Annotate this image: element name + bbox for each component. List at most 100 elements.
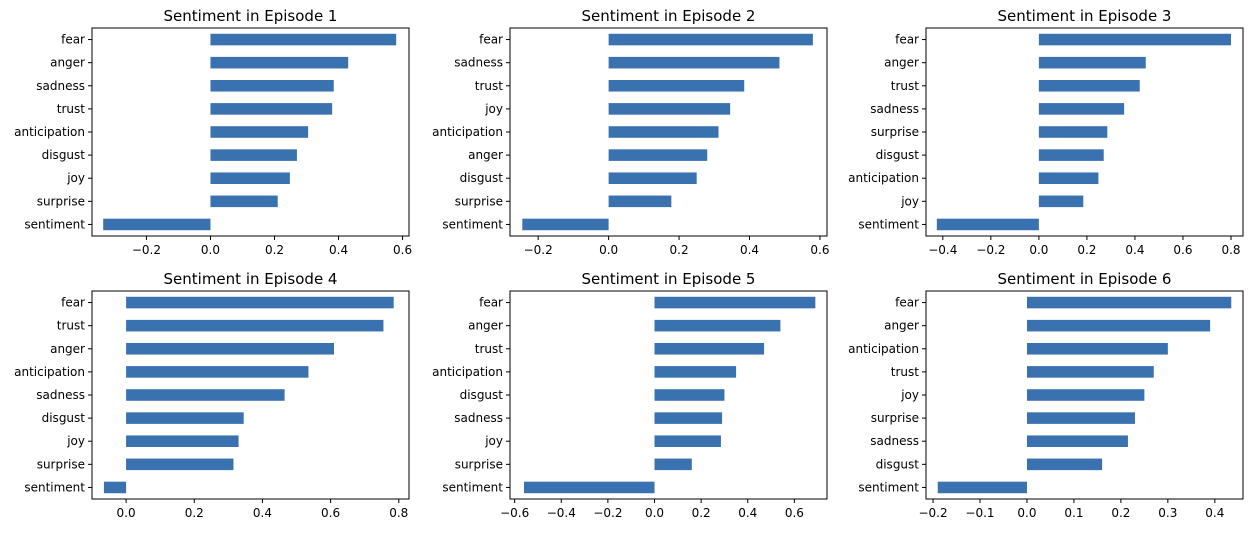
chart-panel-2: Sentiment in Episode 2 fear sadness trust jo… <box>432 7 829 257</box>
x-tick-label: 0.3 <box>1158 506 1177 520</box>
category-label: fear <box>895 296 919 310</box>
category-label: disgust <box>42 411 86 425</box>
x-tick-label: 0.6 <box>785 506 804 520</box>
bar-joy <box>608 103 731 115</box>
bar-sentiment <box>523 481 655 494</box>
chart-panel-4: Sentiment in Episode 4 fear trust anger anti… <box>14 270 410 520</box>
bar-trust <box>210 103 333 115</box>
category-label: sadness <box>36 388 85 402</box>
axes-frame <box>509 290 828 500</box>
category-label: disgust <box>460 388 504 402</box>
x-tick-label: 0.2 <box>1077 243 1096 257</box>
category-label: anticipation <box>432 125 503 139</box>
bar-joy <box>1038 195 1084 208</box>
bar-anticipation <box>608 126 719 138</box>
x-tick-label: 0.8 <box>389 506 408 520</box>
category-label: surprise <box>37 194 85 208</box>
x-tick-label: −0.2 <box>524 243 553 257</box>
x-tick-label: 0.2 <box>670 243 689 257</box>
category-label: sentiment <box>442 480 503 494</box>
category-label: anger <box>884 56 919 70</box>
x-tick-label: 0.2 <box>1111 506 1130 520</box>
bar-surprise <box>1038 126 1108 138</box>
bar-anticipation <box>1026 343 1168 355</box>
category-label: trust <box>891 79 919 93</box>
category-label: fear <box>479 33 503 47</box>
bar-anger <box>1038 56 1146 69</box>
bar-sadness <box>654 412 723 424</box>
bar-joy <box>126 435 239 447</box>
x-tick-label: −0.2 <box>976 243 1005 257</box>
category-label: anger <box>468 148 503 162</box>
category-label: joy <box>484 102 503 116</box>
x-tick-label: 0.0 <box>117 506 136 520</box>
bar-sadness <box>1038 103 1125 115</box>
x-tick-label: 0.6 <box>810 243 829 257</box>
bar-fear <box>210 33 397 46</box>
bar-sentiment <box>522 218 609 231</box>
x-tick-label: 0.0 <box>1017 506 1036 520</box>
category-label: disgust <box>42 148 86 162</box>
category-label: joy <box>900 194 919 208</box>
chart-title: Sentiment in Episode 1 <box>164 7 338 25</box>
category-label: joy <box>484 434 503 448</box>
bar-disgust <box>126 412 244 424</box>
x-tick-label: 0.2 <box>692 506 711 520</box>
bar-anticipation <box>126 366 309 378</box>
bar-fear <box>1038 33 1231 46</box>
x-tick-label: 0.6 <box>1173 243 1192 257</box>
category-label: trust <box>475 79 503 93</box>
bar-trust <box>608 80 745 92</box>
x-tick-label: 0.0 <box>645 506 664 520</box>
category-label: surprise <box>871 125 919 139</box>
chart-panel-3: Sentiment in Episode 3 fear anger trust sadn… <box>848 7 1244 257</box>
bar-anticipation <box>210 126 309 138</box>
category-label: anticipation <box>848 342 919 356</box>
bar-sentiment <box>103 218 211 231</box>
bar-surprise <box>210 195 278 208</box>
bar-sentiment <box>936 218 1039 231</box>
bar-sadness <box>1026 435 1128 447</box>
bar-surprise <box>1026 412 1135 424</box>
category-label: trust <box>57 102 85 116</box>
category-label: trust <box>475 342 503 356</box>
bar-fear <box>654 296 816 309</box>
category-label: anger <box>468 319 503 333</box>
bar-surprise <box>126 458 234 471</box>
category-label: sentiment <box>858 480 919 494</box>
bar-sentiment <box>103 481 127 494</box>
bar-disgust <box>608 172 697 184</box>
bar-trust <box>1038 80 1140 92</box>
axes-frame <box>925 27 1244 237</box>
bar-disgust <box>654 389 725 401</box>
category-label: anticipation <box>432 365 503 379</box>
chart-title: Sentiment in Episode 5 <box>582 270 756 288</box>
category-label: sadness <box>454 56 503 70</box>
bar-anger <box>1026 319 1211 332</box>
category-label: sadness <box>870 102 919 116</box>
x-tick-label: −0.6 <box>500 506 529 520</box>
x-tick-label: 0.1 <box>1064 506 1083 520</box>
category-label: trust <box>891 365 919 379</box>
category-label: fear <box>479 296 503 310</box>
bar-anger <box>210 56 349 69</box>
category-label: sentiment <box>442 217 503 231</box>
category-label: sadness <box>870 434 919 448</box>
x-tick-label: 0.2 <box>185 506 204 520</box>
bar-anticipation <box>1038 172 1099 184</box>
axes-frame <box>91 27 410 237</box>
category-label: surprise <box>455 457 503 471</box>
bar-surprise <box>654 458 692 471</box>
bar-sadness <box>210 80 334 92</box>
bar-sadness <box>126 389 285 401</box>
category-label: sadness <box>454 411 503 425</box>
bar-sadness <box>608 56 780 69</box>
x-tick-label: 0.4 <box>253 506 272 520</box>
x-tick-label: 0.4 <box>329 243 348 257</box>
bar-fear <box>126 296 394 309</box>
bar-joy <box>210 172 290 184</box>
x-tick-label: 0.2 <box>265 243 284 257</box>
category-label: disgust <box>876 457 920 471</box>
bar-anger <box>654 319 781 332</box>
